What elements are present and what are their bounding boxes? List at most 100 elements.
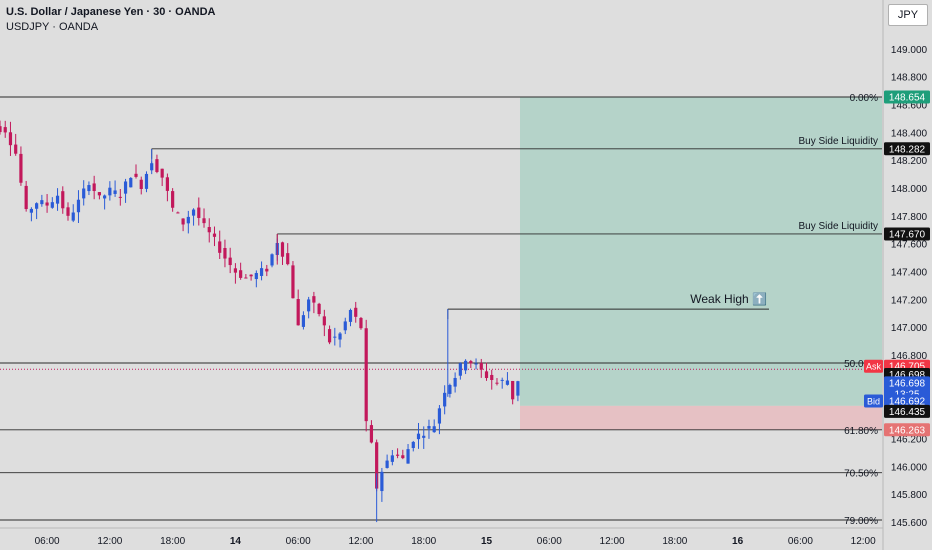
time-tick-label: 18:00 (160, 536, 185, 547)
time-tick-label: 06:00 (35, 536, 60, 547)
candle-body (259, 268, 264, 276)
candle-body (29, 208, 33, 213)
candle-body (239, 270, 243, 278)
candle-body (66, 207, 70, 216)
candle-body (443, 392, 447, 407)
candle-body (40, 200, 44, 205)
candle-body (437, 408, 442, 424)
time-tick-label: 12:00 (348, 536, 373, 547)
candle-body (24, 185, 28, 210)
liquidity-label: Buy Side Liquidity (799, 136, 879, 147)
price-tick-label: 149.000 (891, 45, 928, 56)
price-tick-label: 145.600 (891, 518, 928, 529)
candle-body (500, 379, 504, 381)
bid-price-tag-bg (884, 394, 930, 408)
candle-body (3, 127, 7, 133)
candle-body (8, 132, 13, 146)
candle-body (212, 233, 217, 237)
price-tick-label: 148.200 (891, 156, 928, 167)
ask-tag-bg (864, 359, 883, 373)
candle-body (19, 153, 23, 183)
candle-body (469, 361, 473, 364)
price-tick-label: 148.000 (891, 184, 928, 195)
time-tick-label: 18:00 (662, 536, 687, 547)
last-price-tag: 146.698 (889, 378, 926, 389)
candle-body (160, 168, 164, 178)
time-tick-label: 12:00 (97, 536, 122, 547)
candle-body (516, 381, 520, 396)
candle-body (35, 203, 39, 209)
candle-body (45, 202, 49, 206)
fib-50-price-tag: 146.698 (889, 370, 926, 381)
fib-label: 0.00% (850, 93, 878, 104)
candle-body (76, 199, 81, 213)
entry-price-tag-bg (884, 404, 930, 418)
candle-body (312, 296, 316, 303)
candle-body (265, 268, 269, 272)
candle-body (134, 173, 138, 177)
candle-body (458, 363, 462, 376)
candle-body (369, 425, 374, 443)
symbol-subtitle: USDJPY · OANDA (6, 21, 99, 33)
candle-body (432, 426, 436, 433)
candle-body (375, 442, 379, 489)
candle-body (411, 441, 415, 449)
fib-label: 50.00% (844, 359, 878, 370)
candle-body (244, 277, 248, 279)
candle-body (223, 248, 227, 259)
candle-body (165, 177, 170, 191)
candle-body (92, 183, 96, 192)
fib-label: 70.50% (844, 469, 878, 480)
price-tick-label: 147.000 (891, 323, 928, 334)
candle-body (87, 185, 91, 192)
candle-body (207, 227, 211, 233)
candle-body (380, 471, 384, 492)
candle-body (495, 382, 499, 384)
price-tick-label: 147.600 (891, 240, 928, 251)
candle-body (129, 177, 133, 188)
candle-body (343, 321, 347, 331)
candle-body (427, 426, 431, 429)
fib-618-price-tag-bg (884, 423, 930, 437)
candle-body (218, 241, 222, 253)
candle-body (123, 181, 128, 194)
bid-tag-bg (864, 394, 883, 408)
time-tick-label: 12:00 (600, 536, 625, 547)
candle-body (484, 371, 489, 379)
price-tick-label: 145.800 (891, 490, 928, 501)
candle-body (50, 202, 54, 208)
ask-price-tag: 146.705 (889, 362, 926, 373)
time-tick-label: 18:00 (411, 536, 436, 547)
candle-body (280, 242, 285, 257)
price-tick-label: 148.800 (891, 73, 928, 84)
fib-label: 61.80% (844, 426, 878, 437)
candle-body (327, 329, 332, 343)
price-tick-label: 148.400 (891, 128, 928, 139)
candle-body (233, 268, 238, 273)
fib-618-price-tag: 146.263 (889, 425, 926, 436)
candle-body (186, 216, 190, 224)
candle-body (254, 273, 258, 280)
candle-body (395, 454, 400, 456)
candle-body (176, 212, 180, 214)
candle-body (118, 196, 122, 198)
candle-body (385, 460, 389, 468)
currency-selector[interactable]: JPY (888, 4, 928, 26)
candle-body (155, 159, 159, 172)
candle-body (354, 307, 358, 317)
bid-price-tag: 146.692 (889, 396, 926, 407)
candle-body (61, 191, 65, 209)
candle-body (0, 126, 2, 133)
entry-price-tag: 146.435 (889, 407, 926, 418)
candle-body (511, 380, 515, 400)
candle-body (249, 274, 253, 277)
candle-body (139, 179, 143, 189)
time-tick-label: 06:00 (286, 536, 311, 547)
time-tick-label: 14 (230, 536, 242, 547)
fib-0-price-tag: 148.654 (889, 93, 926, 104)
time-tick-label: 06:00 (537, 536, 562, 547)
candle-body (108, 187, 112, 196)
price-tick-label: 146.800 (891, 351, 928, 362)
candle-body (197, 207, 201, 218)
